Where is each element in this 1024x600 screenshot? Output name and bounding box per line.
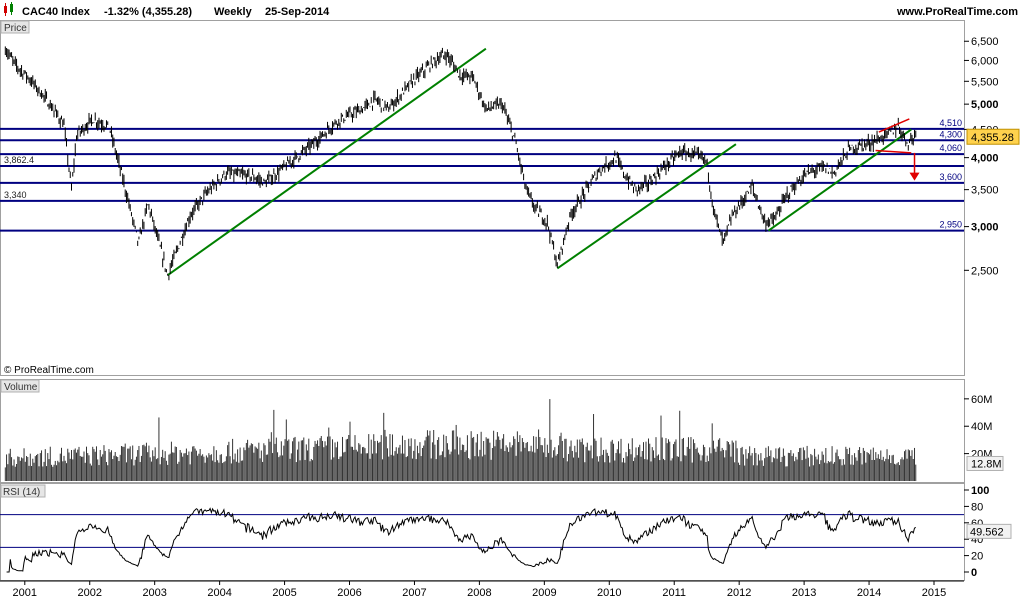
svg-text:Price: Price — [4, 23, 27, 34]
volume-last-badge — [966, 455, 1004, 471]
watermark: © ProRealTime.com — [4, 365, 94, 376]
candle-icon — [4, 2, 13, 16]
time-tick-label: 2002 — [77, 587, 101, 599]
level-label: 2,950 — [939, 220, 962, 230]
rsi-tick-label: 20 — [971, 551, 983, 563]
level-label: 3,340 — [4, 190, 27, 200]
time-tick-label: 2007 — [402, 587, 426, 599]
svg-text:Volume: Volume — [4, 382, 38, 393]
time-tick-label: 2009 — [532, 587, 556, 599]
time-tick-label: 2012 — [727, 587, 751, 599]
time-tick-label: 2011 — [662, 587, 686, 599]
last-price-badge — [966, 128, 1020, 145]
price-pane-label[interactable]: Price — [0, 20, 30, 34]
time-tick-label: 2015 — [922, 587, 946, 599]
date-label: 25-Sep-2014 — [265, 6, 330, 18]
time-tick-label: 2014 — [857, 587, 881, 599]
time-axis: 2001 2002 2003 2004 2005 2006 2007 2008 2009 2010… — [0, 580, 964, 599]
time-tick-label: 2005 — [272, 587, 296, 599]
price-tick-label: 6,500 — [971, 36, 999, 48]
trendline — [767, 128, 912, 232]
rsi-pane-label[interactable]: RSI (14) — [0, 484, 46, 498]
instrument-title: CAC40 Index — [22, 6, 91, 18]
time-tick-label: 2008 — [467, 587, 491, 599]
time-tick-label: 2003 — [142, 587, 166, 599]
level-label: 4,060 — [939, 143, 962, 153]
svg-text:RSI (14): RSI (14) — [3, 487, 40, 498]
volume-pane-label[interactable]: Volume — [0, 379, 40, 393]
price-tick-label: 6,000 — [971, 55, 999, 67]
price-tick-label: 5,000 — [971, 99, 999, 111]
time-tick-label: 2004 — [207, 587, 231, 599]
time-tick-label: 2001 — [13, 587, 37, 599]
header: CAC40 Index -1.32% (4,355.28) Weekly 25-… — [4, 2, 1018, 18]
level-label: 3,600 — [939, 172, 962, 182]
projection-line — [878, 118, 910, 133]
trendline — [167, 47, 487, 276]
price-axis: 6,5006,0005,5005,0004,5004,0003,5003,000… — [964, 36, 1020, 277]
rsi-last-badge — [966, 523, 1012, 539]
rsi-tick-label: 0 — [971, 567, 977, 579]
level-label: 3,862.4 — [4, 155, 34, 165]
volume-tick-label: 40M — [971, 421, 992, 433]
level-label: 4,510 — [939, 118, 962, 128]
price-tick-label: 4,000 — [971, 153, 999, 165]
projection-annotations — [875, 118, 920, 181]
volume-last-label: 12.8M — [971, 458, 1002, 470]
last-price-label: 4,355.28 — [971, 132, 1014, 144]
price-series — [4, 46, 917, 281]
price-tick-label: 2,500 — [971, 265, 999, 277]
rsi-tick-label: 80 — [971, 501, 983, 513]
arrow-down-icon — [909, 172, 920, 181]
time-tick-label: 2006 — [337, 587, 361, 599]
volume-pane-frame — [0, 379, 965, 483]
period-label: Weekly — [214, 6, 253, 18]
price-tick-label: 3,500 — [971, 185, 999, 197]
price-tick-label: 3,000 — [971, 222, 999, 234]
trendlines — [167, 47, 912, 276]
projection-line — [875, 149, 912, 154]
volume-tick-label: 60M — [971, 394, 992, 406]
change-readout: -1.32% (4,355.28) — [104, 6, 192, 18]
trendline — [556, 143, 737, 270]
time-tick-label: 2013 — [792, 587, 816, 599]
level-label: 4,300 — [939, 129, 962, 139]
price-tick-label: 5,500 — [971, 76, 999, 88]
rsi-last-label: 49.562 — [970, 526, 1004, 538]
time-tick-label: 2010 — [597, 587, 621, 599]
rsi-tick-label: 100 — [971, 485, 989, 497]
source-url[interactable]: www.ProRealTime.com — [896, 6, 1018, 18]
rsi-line — [6, 507, 917, 573]
price-pane-frame — [0, 20, 965, 376]
